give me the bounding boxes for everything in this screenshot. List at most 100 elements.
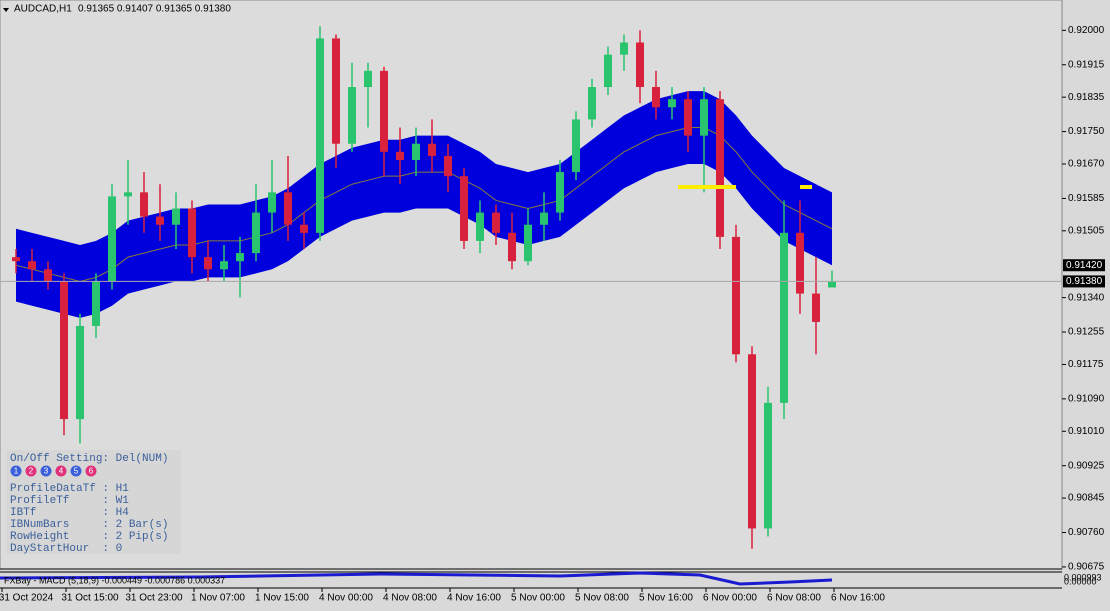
toggle-circle bbox=[10, 465, 22, 477]
toggle-button[interactable]: 5 bbox=[70, 465, 82, 477]
candle-body bbox=[588, 87, 596, 120]
x-tick-label: 6 Nov 00:00 bbox=[703, 593, 757, 604]
toggle-button[interactable]: 2 bbox=[25, 465, 37, 477]
toggle-label: 6 bbox=[89, 467, 94, 476]
x-tick-label: 1 Nov 15:00 bbox=[255, 593, 309, 604]
toggle-label: 2 bbox=[29, 467, 34, 476]
y-tick-label: 0.91090 bbox=[1068, 394, 1105, 405]
y-tick-label: 0.91255 bbox=[1068, 327, 1105, 338]
toggle-button[interactable]: 3 bbox=[40, 465, 52, 477]
toggle-circle bbox=[40, 465, 52, 477]
candle-body bbox=[140, 192, 148, 217]
x-tick-label: 6 Nov 16:00 bbox=[831, 593, 885, 604]
toggle-circle bbox=[55, 465, 67, 477]
price-label: 0.91420 bbox=[1066, 260, 1103, 271]
candle-body bbox=[508, 232, 516, 262]
candle-body bbox=[668, 99, 676, 108]
y-tick-label: 0.91915 bbox=[1068, 59, 1105, 70]
x-tick-label: 4 Nov 08:00 bbox=[383, 593, 437, 604]
candle-body bbox=[476, 212, 484, 241]
y-tick-label: 0.91670 bbox=[1068, 159, 1105, 170]
x-tick-label: 5 Nov 16:00 bbox=[639, 593, 693, 604]
symbol: AUDCAD,H1 bbox=[14, 4, 72, 15]
candle-body bbox=[780, 232, 788, 403]
ohlc: 0.91365 0.91407 0.91365 0.91380 bbox=[78, 4, 231, 15]
candle-layer bbox=[12, 26, 836, 549]
macd-label: FXBay - MACD (5,18,9) -0.000449 -0.00078… bbox=[4, 575, 225, 585]
toggle-circle bbox=[70, 465, 82, 477]
y-tick-label: 0.91340 bbox=[1068, 292, 1105, 303]
candle-body bbox=[316, 38, 324, 233]
candle-body bbox=[636, 42, 644, 88]
candle-body bbox=[748, 354, 756, 529]
x-tick-label: 5 Nov 00:00 bbox=[511, 593, 565, 604]
x-tick-label: 1 Nov 07:00 bbox=[191, 593, 245, 604]
toggle-button[interactable]: 6 bbox=[85, 465, 97, 477]
candle-body bbox=[220, 261, 228, 270]
candle-body bbox=[412, 143, 420, 160]
candle-body bbox=[556, 172, 564, 213]
candle-body bbox=[812, 293, 820, 322]
y-tick-label: 0.91505 bbox=[1068, 225, 1105, 236]
macd-axis-label: 0.00000 bbox=[1064, 576, 1097, 586]
candle-body bbox=[108, 196, 116, 282]
candle-body bbox=[764, 402, 772, 529]
toggle-label: 1 bbox=[14, 467, 19, 476]
price-label-box bbox=[1063, 259, 1105, 272]
toggle-button[interactable]: 4 bbox=[55, 465, 67, 477]
candle-body bbox=[236, 253, 244, 262]
y-tick-label: 0.92000 bbox=[1068, 25, 1105, 36]
y-tick-label: 0.90760 bbox=[1068, 527, 1105, 538]
candle-body bbox=[252, 212, 260, 254]
toggle-circle bbox=[85, 465, 97, 477]
panel-row: ProfileDataTf : H1 bbox=[10, 483, 129, 495]
candle-body bbox=[572, 119, 580, 173]
candle-body bbox=[460, 176, 468, 241]
x-tick-label: 5 Nov 08:00 bbox=[575, 593, 629, 604]
y-tick-label: 0.90845 bbox=[1068, 493, 1105, 504]
candle-body bbox=[300, 224, 308, 233]
candle-body bbox=[188, 208, 196, 258]
candle-body bbox=[60, 281, 68, 420]
x-tick-label: 31 Oct 2024 bbox=[0, 593, 54, 604]
candle-body bbox=[428, 143, 436, 156]
candle-body bbox=[444, 155, 452, 177]
menu-arrow[interactable] bbox=[3, 8, 9, 12]
candle-body bbox=[524, 224, 532, 262]
candle-body bbox=[332, 38, 340, 144]
y-tick-label: 0.91750 bbox=[1068, 126, 1105, 137]
candle-body bbox=[124, 192, 132, 197]
candle-body bbox=[716, 99, 724, 237]
panel-row: IBNumBars : 2 Bar(s) bbox=[10, 519, 168, 531]
envelope-mid bbox=[15, 127, 833, 282]
x-tick-label: 4 Nov 00:00 bbox=[319, 593, 373, 604]
candle-body bbox=[620, 42, 628, 55]
candle-body bbox=[364, 70, 372, 88]
macd-line bbox=[0, 571, 833, 586]
candle-body bbox=[604, 54, 612, 88]
toggle-circle bbox=[25, 465, 37, 477]
price-label: 0.91380 bbox=[1066, 276, 1103, 287]
x-tick-label: 31 Oct 23:00 bbox=[125, 593, 183, 604]
price-axis: 0.92000 0.91915 0.91835 0.91750 0.91670 0.915… bbox=[0, 25, 1105, 573]
candle-body bbox=[396, 151, 404, 160]
y-tick-label: 0.91585 bbox=[1068, 193, 1105, 204]
candle-body bbox=[380, 70, 388, 152]
toggle-label: 4 bbox=[59, 467, 64, 476]
x-tick-label: 6 Nov 08:00 bbox=[767, 593, 821, 604]
candle-body bbox=[348, 87, 356, 144]
candle-body bbox=[540, 212, 548, 225]
candle-body bbox=[492, 212, 500, 233]
candle-body bbox=[156, 216, 164, 225]
candle-body bbox=[12, 257, 20, 262]
candle-body bbox=[700, 99, 708, 136]
toggle-label: 3 bbox=[44, 467, 49, 476]
panel-row: DayStartHour : 0 bbox=[10, 543, 122, 555]
candle-body bbox=[92, 281, 100, 326]
macd-axis-label: 0.000993 bbox=[1064, 572, 1102, 582]
toggle-button[interactable]: 1 bbox=[10, 465, 22, 477]
y-tick-label: 0.91010 bbox=[1068, 426, 1105, 437]
candle-body bbox=[172, 208, 180, 225]
candle-body bbox=[28, 261, 36, 270]
